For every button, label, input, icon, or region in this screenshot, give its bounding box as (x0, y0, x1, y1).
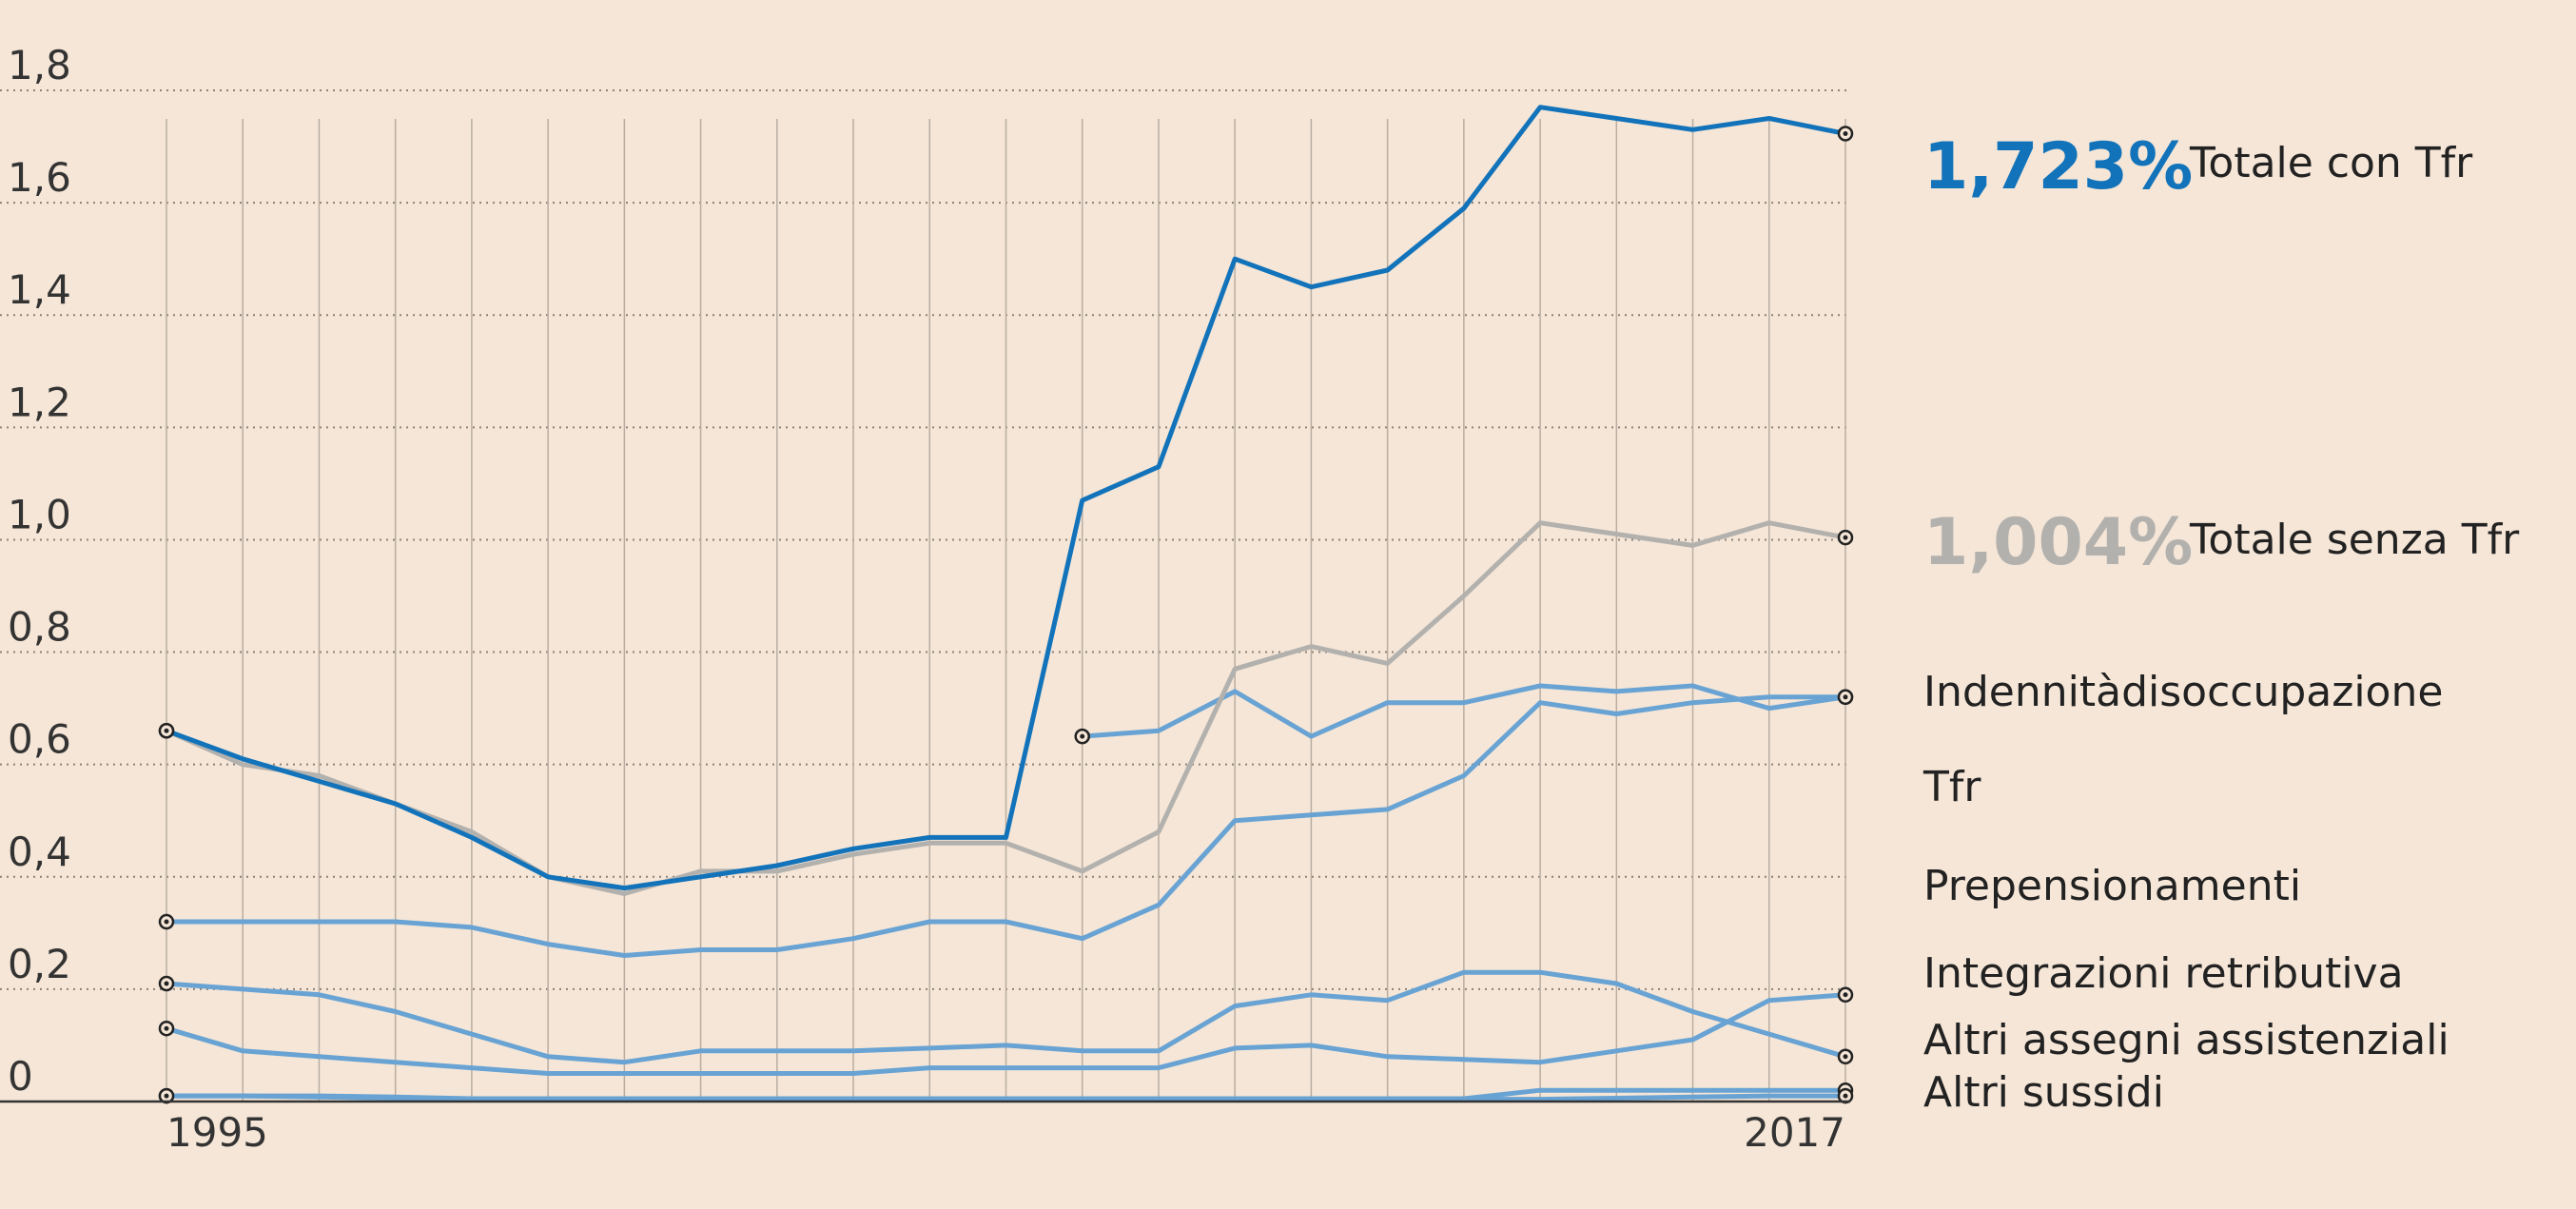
y-tick-label: 0,6 (8, 716, 71, 763)
series-line-totale-con-tfr (164, 105, 1848, 891)
series-line-totale-senza-tfr (164, 520, 1848, 896)
legend: 1,723% Totale con Tfr 1,004% Totale senz… (1922, 129, 2520, 1117)
y-tick-label: 1,6 (8, 154, 71, 201)
y-tick-label: 0,2 (8, 941, 71, 987)
y-tick-label: 1,4 (8, 266, 71, 313)
series-marker-dot (164, 919, 169, 925)
series-marker-dot (1843, 992, 1848, 998)
series-marker-dot (164, 981, 169, 986)
series-marker-dot (164, 1093, 169, 1099)
x-tick-label: 1995 (166, 1109, 268, 1156)
horizontal-gridlines (0, 89, 1850, 990)
series-line-prepensionamenti (164, 969, 1848, 1065)
x-axis-ticks: 1995 2017 (166, 1109, 1845, 1156)
series-line-tfr (164, 694, 1848, 958)
series-marker-dot (1843, 1054, 1848, 1060)
legend-label-altri-assegni-assistenziali: Altri assegni assistenziali (1923, 1016, 2449, 1064)
series-markers (158, 126, 1854, 1104)
y-tick-label: 1,2 (8, 379, 71, 425)
x-tick-label: 2017 (1744, 1109, 1845, 1156)
vertical-gridlines (166, 119, 1846, 1102)
y-tick-label: 0 (8, 1053, 33, 1100)
y-axis-ticks: 0 0,2 0,4 0,6 0,8 1,0 1,2 1,4 1,6 1,8 (8, 42, 71, 1100)
series-marker-dot (1843, 130, 1848, 136)
legend-label-tfr: Tfr (1922, 763, 1981, 811)
legend-label-altri-sussidi: Altri sussidi (1923, 1068, 2164, 1117)
series-line-indennit-disoccupazione (1080, 683, 1848, 739)
series-marker-dot (1843, 694, 1848, 700)
y-tick-label: 1,0 (8, 491, 71, 537)
series-line-altri-sussidi (164, 1093, 1848, 1102)
legend-value-totale-senza-tfr: 1,004% (1923, 505, 2193, 580)
legend-label-prepensionamenti: Prepensionamenti (1923, 862, 2301, 910)
legend-label-totale-con-tfr: Totale con Tfr (2189, 139, 2473, 187)
legend-label-integrazioni-retributiva: Integrazioni retributiva (1923, 949, 2404, 998)
series-marker-dot (1843, 535, 1848, 540)
series-marker-dot (1843, 1093, 1848, 1099)
series-layer (164, 105, 1848, 1102)
series-marker-dot (164, 1025, 169, 1031)
series-marker-dot (164, 728, 169, 733)
series-line-integrazioni-retributiva (164, 992, 1848, 1076)
series-marker-dot (1080, 733, 1085, 739)
y-tick-label: 0,8 (8, 604, 71, 651)
y-tick-label: 1,8 (8, 42, 71, 88)
legend-label-totale-senza-tfr: Totale senza Tfr (2189, 516, 2520, 564)
y-tick-label: 0,4 (8, 829, 71, 875)
legend-label-indennita-disoccupazione: Indennitàdisoccupazione (1923, 668, 2443, 716)
legend-value-totale-con-tfr: 1,723% (1923, 129, 2193, 205)
